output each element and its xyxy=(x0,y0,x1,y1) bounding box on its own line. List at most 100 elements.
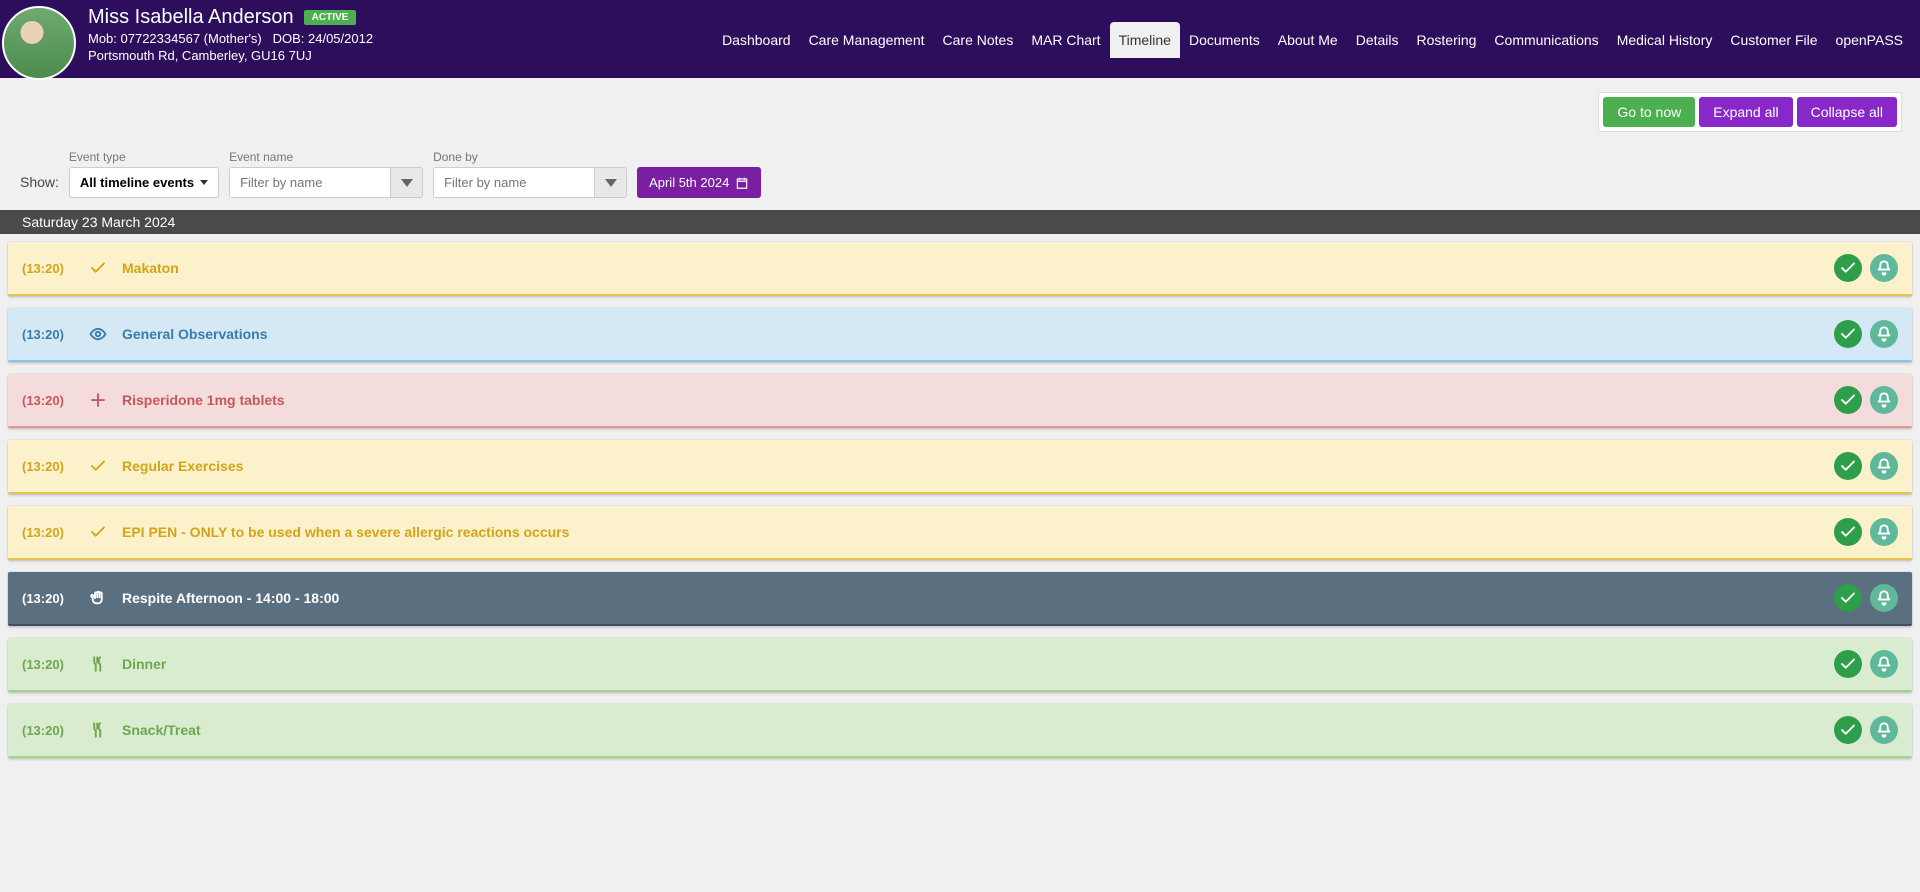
notify-button[interactable] xyxy=(1870,320,1898,348)
patient-dob: DOB: 24/05/2012 xyxy=(273,31,373,46)
plus-icon xyxy=(86,391,110,409)
tab-about-me[interactable]: About Me xyxy=(1269,22,1347,58)
day-header: Saturday 23 March 2024 xyxy=(0,210,1920,234)
event-time: (13:20) xyxy=(22,327,78,342)
event-title: Risperidone 1mg tablets xyxy=(122,392,1834,408)
complete-button[interactable] xyxy=(1834,584,1862,612)
nav-tabs: DashboardCare ManagementCare NotesMAR Ch… xyxy=(713,4,1912,58)
go-to-now-button[interactable]: Go to now xyxy=(1603,97,1695,127)
events-list: (13:20) Makaton (13:20) General Observat… xyxy=(0,234,1920,766)
event-type-select[interactable]: All timeline events xyxy=(69,167,219,198)
utensils-icon xyxy=(86,655,110,673)
event-type-value: All timeline events xyxy=(80,175,194,190)
status-badge: ACTIVE xyxy=(304,10,357,25)
event-title: General Observations xyxy=(122,326,1834,342)
complete-button[interactable] xyxy=(1834,650,1862,678)
event-name-label: Event name xyxy=(229,150,423,164)
tab-details[interactable]: Details xyxy=(1347,22,1408,58)
patient-address: Portsmouth Rd, Camberley, GU16 7UJ xyxy=(88,48,373,63)
event-type-label: Event type xyxy=(69,150,219,164)
action-button-group: Go to now Expand all Collapse all xyxy=(1598,92,1902,132)
event-actions xyxy=(1834,452,1898,480)
tab-dashboard[interactable]: Dashboard xyxy=(713,22,800,58)
calendar-icon xyxy=(735,176,749,190)
event-time: (13:20) xyxy=(22,657,78,672)
tab-openpass[interactable]: openPASS xyxy=(1827,22,1912,58)
timeline-event-row[interactable]: (13:20) Dinner xyxy=(8,638,1912,692)
expand-all-button[interactable]: Expand all xyxy=(1699,97,1792,127)
event-name-combo xyxy=(229,167,423,198)
eye-icon xyxy=(86,325,110,343)
complete-button[interactable] xyxy=(1834,254,1862,282)
event-actions xyxy=(1834,716,1898,744)
complete-button[interactable] xyxy=(1834,452,1862,480)
event-time: (13:20) xyxy=(22,459,78,474)
done-by-combo xyxy=(433,167,627,198)
event-actions xyxy=(1834,584,1898,612)
complete-button[interactable] xyxy=(1834,518,1862,546)
patient-info: Miss Isabella Anderson ACTIVE Mob: 07722… xyxy=(88,4,373,63)
chevron-down-icon xyxy=(200,180,208,185)
timeline-event-row[interactable]: (13:20) Makaton xyxy=(8,242,1912,296)
event-time: (13:20) xyxy=(22,261,78,276)
notify-button[interactable] xyxy=(1870,452,1898,480)
event-time: (13:20) xyxy=(22,723,78,738)
notify-button[interactable] xyxy=(1870,254,1898,282)
tab-timeline[interactable]: Timeline xyxy=(1110,22,1180,58)
event-time: (13:20) xyxy=(22,591,78,606)
timeline-event-row[interactable]: (13:20) Regular Exercises xyxy=(8,440,1912,494)
timeline-event-row[interactable]: (13:20) Respite Afternoon - 14:00 - 18:0… xyxy=(8,572,1912,626)
event-actions xyxy=(1834,650,1898,678)
top-header: Miss Isabella Anderson ACTIVE Mob: 07722… xyxy=(0,0,1920,78)
notify-button[interactable] xyxy=(1870,584,1898,612)
tab-medical-history[interactable]: Medical History xyxy=(1608,22,1722,58)
patient-name: Miss Isabella Anderson xyxy=(88,6,294,29)
tab-care-management[interactable]: Care Management xyxy=(800,22,934,58)
triangle-down-icon xyxy=(605,179,617,187)
event-actions xyxy=(1834,254,1898,282)
date-picker-button[interactable]: April 5th 2024 xyxy=(637,167,761,198)
event-title: Snack/Treat xyxy=(122,722,1834,738)
check-icon xyxy=(86,523,110,541)
event-title: Regular Exercises xyxy=(122,458,1834,474)
action-bar: Go to now Expand all Collapse all xyxy=(0,78,1920,138)
timeline-event-row[interactable]: (13:20) Snack/Treat xyxy=(8,704,1912,758)
avatar xyxy=(2,6,76,80)
complete-button[interactable] xyxy=(1834,716,1862,744)
patient-mob: Mob: 07722334567 (Mother's) xyxy=(88,31,262,46)
tab-communications[interactable]: Communications xyxy=(1485,22,1607,58)
done-by-input[interactable] xyxy=(434,168,594,197)
event-title: Respite Afternoon - 14:00 - 18:00 xyxy=(122,590,1834,606)
hand-icon xyxy=(86,589,110,607)
timeline-event-row[interactable]: (13:20) General Observations xyxy=(8,308,1912,362)
triangle-down-icon xyxy=(401,179,413,187)
event-actions xyxy=(1834,518,1898,546)
complete-button[interactable] xyxy=(1834,320,1862,348)
timeline-event-row[interactable]: (13:20) EPI PEN - ONLY to be used when a… xyxy=(8,506,1912,560)
date-picker-label: April 5th 2024 xyxy=(649,175,729,190)
notify-button[interactable] xyxy=(1870,386,1898,414)
timeline-event-row[interactable]: (13:20) Risperidone 1mg tablets xyxy=(8,374,1912,428)
utensils-icon xyxy=(86,721,110,739)
notify-button[interactable] xyxy=(1870,716,1898,744)
tab-mar-chart[interactable]: MAR Chart xyxy=(1022,22,1109,58)
event-name-input[interactable] xyxy=(230,168,390,197)
tab-documents[interactable]: Documents xyxy=(1180,22,1269,58)
done-by-label: Done by xyxy=(433,150,627,164)
event-name-dropdown-button[interactable] xyxy=(390,168,422,197)
patient-contact-line: Mob: 07722334567 (Mother's) DOB: 24/05/2… xyxy=(88,31,373,46)
check-icon xyxy=(86,457,110,475)
tab-customer-file[interactable]: Customer File xyxy=(1721,22,1826,58)
show-label: Show: xyxy=(20,174,59,190)
tab-rostering[interactable]: Rostering xyxy=(1408,22,1486,58)
complete-button[interactable] xyxy=(1834,386,1862,414)
tab-care-notes[interactable]: Care Notes xyxy=(934,22,1023,58)
done-by-dropdown-button[interactable] xyxy=(594,168,626,197)
check-icon xyxy=(86,259,110,277)
collapse-all-button[interactable]: Collapse all xyxy=(1797,97,1897,127)
event-title: EPI PEN - ONLY to be used when a severe … xyxy=(122,524,1834,540)
notify-button[interactable] xyxy=(1870,518,1898,546)
event-title: Dinner xyxy=(122,656,1834,672)
event-time: (13:20) xyxy=(22,525,78,540)
notify-button[interactable] xyxy=(1870,650,1898,678)
